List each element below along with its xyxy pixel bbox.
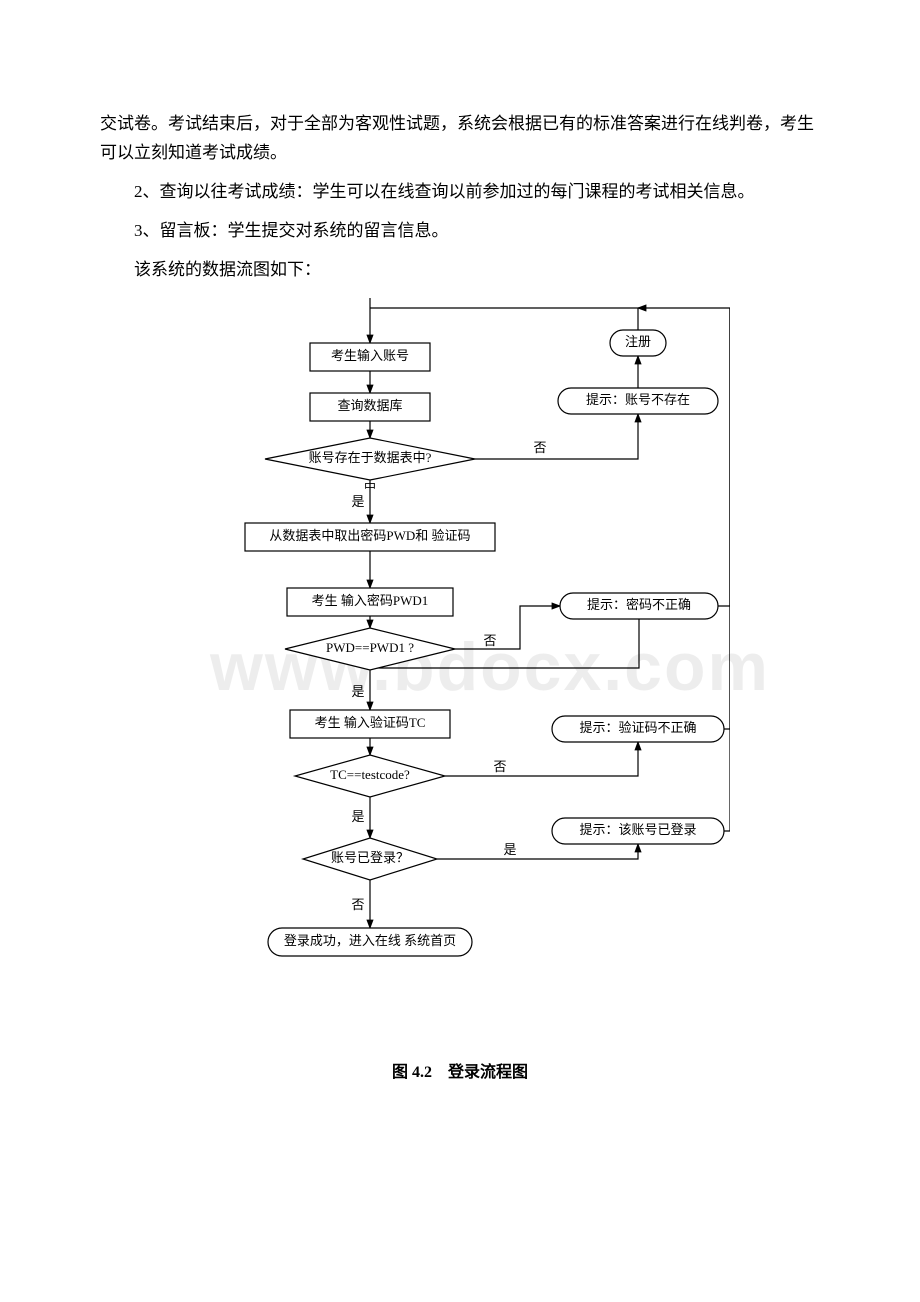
svg-text:账号已登录？: 账号已登录？ <box>331 850 409 865</box>
login-flowchart: 是是是否否否否是考生输入账号查询数据库账号存在于数据表中?从数据表中取出密码PW… <box>190 298 730 1038</box>
paragraph-4: 该系统的数据流图如下： <box>100 256 820 285</box>
figure-caption: 图 4.2 登录流程图 <box>100 1058 820 1082</box>
svg-text:从数据表中取出密码PWD和 验证码: 从数据表中取出密码PWD和 验证码 <box>269 528 470 543</box>
paragraph-2: 2、查询以往考试成绩：学生可以在线查询以前参加过的每门课程的考试相关信息。 <box>100 178 820 207</box>
paragraph-3: 3、留言板：学生提交对系统的留言信息。 <box>100 217 820 246</box>
flowchart-container: www.bdocx.com 是是是否否否否是考生输入账号查询数据库账号存在于数据… <box>190 298 730 1038</box>
svg-text:考生输入账号: 考生输入账号 <box>331 348 409 363</box>
svg-text:注册: 注册 <box>625 334 651 349</box>
svg-text:PWD==PWD1 ?: PWD==PWD1 ? <box>326 640 414 655</box>
svg-text:否: 否 <box>483 633 496 648</box>
svg-text:查询数据库: 查询数据库 <box>337 398 402 413</box>
svg-text:是: 是 <box>351 809 364 824</box>
svg-text:是: 是 <box>351 494 364 509</box>
svg-text:提示：账号不存在: 提示：账号不存在 <box>586 392 690 407</box>
svg-text:否: 否 <box>493 759 506 774</box>
svg-text:TC==testcode?: TC==testcode? <box>330 767 410 782</box>
svg-text:提示：密码不正确: 提示：密码不正确 <box>587 597 691 612</box>
svg-text:是: 是 <box>351 684 364 699</box>
svg-text:提示：验证码不正确: 提示：验证码不正确 <box>579 720 696 735</box>
svg-text:提示：该账号已登录: 提示：该账号已登录 <box>579 822 696 837</box>
svg-text:中: 中 <box>364 479 376 494</box>
svg-text:否: 否 <box>351 897 364 912</box>
svg-text:账号存在于数据表中?: 账号存在于数据表中? <box>309 450 432 465</box>
svg-text:登录成功，进入在线 系统首页: 登录成功，进入在线 系统首页 <box>284 933 456 948</box>
svg-text:考生 输入密码PWD1: 考生 输入密码PWD1 <box>312 593 429 608</box>
paragraph-1: 交试卷。考试结束后，对于全部为客观性试题，系统会根据已有的标准答案进行在线判卷，… <box>100 110 820 168</box>
svg-text:考生 输入验证码TC: 考生 输入验证码TC <box>315 715 426 730</box>
svg-text:是: 是 <box>503 842 516 857</box>
svg-text:否: 否 <box>533 440 546 455</box>
